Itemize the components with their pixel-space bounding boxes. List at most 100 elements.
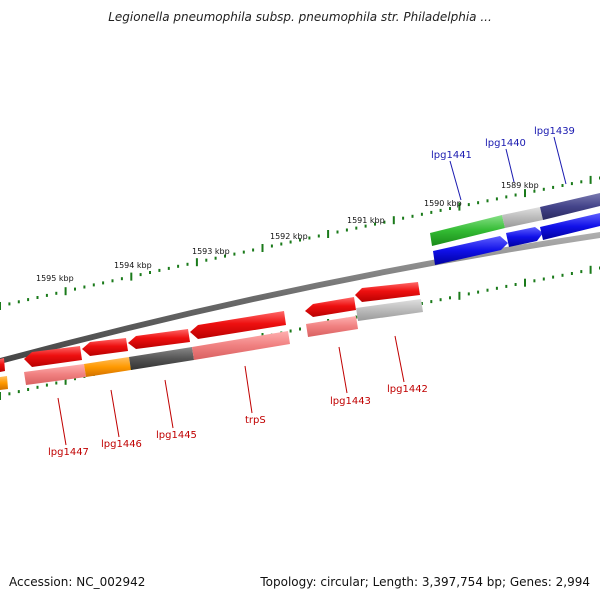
forward-scale-tick (336, 230, 339, 234)
leader-lpg1446 (110, 389, 120, 438)
reverse-scale-tick (486, 288, 489, 292)
leader-lpg1442 (394, 335, 405, 383)
forward-genes (430, 193, 600, 265)
tick-label-1592: 1592 kbp (270, 232, 308, 241)
gene-trpS[interactable] (190, 311, 286, 339)
forward-scale-tick (449, 207, 451, 210)
gene-lpg1441-lower[interactable] (433, 236, 508, 265)
gene-lpg1439[interactable] (540, 193, 600, 220)
reverse-scale-tick (17, 390, 20, 394)
reverse-scale (0, 265, 600, 400)
forward-scale-tick (252, 248, 255, 252)
label-lpg1445: lpg1445 (156, 430, 197, 441)
gene-lpg1440[interactable] (506, 227, 543, 247)
label-lpg1441: lpg1441 (431, 150, 472, 161)
gene-lpg1446[interactable] (82, 338, 128, 356)
tick-label-1595: 1595 kbp (36, 274, 74, 283)
leader-trpS (244, 365, 253, 414)
reverse-scale-tick (589, 265, 592, 274)
reverse-scale-tick (477, 290, 480, 294)
label-lpg1446: lpg1446 (101, 439, 142, 450)
forward-scale-tick (439, 208, 442, 212)
reverse-scale-tick (430, 300, 433, 304)
forward-scale-tick (83, 285, 86, 289)
reverse-scale-tick (505, 284, 508, 288)
forward-scale-tick (158, 268, 161, 272)
reverse-scale-tick (524, 278, 526, 287)
forward-scale-tick (27, 298, 30, 302)
gene-lpg1442-lower[interactable] (356, 299, 423, 321)
genome-summary-text: Topology: circular; Length: 3,397,754 bp… (260, 575, 590, 589)
label-trpS: trpS (245, 415, 266, 426)
forward-scale-tick (524, 189, 526, 198)
reverse-scale-tick (64, 376, 67, 385)
gene-lpg1442[interactable] (355, 282, 420, 302)
gene-lpg1440-segment[interactable] (502, 207, 543, 228)
tick-label-1594: 1594 kbp (114, 261, 152, 270)
forward-scale-tick (224, 254, 226, 258)
label-lpg1443: lpg1443 (330, 396, 371, 407)
gene-trpS-lower[interactable] (192, 331, 290, 360)
forward-scale-tick (317, 234, 320, 238)
forward-scale-tick (102, 281, 105, 285)
forward-scale-tick (261, 244, 264, 252)
reverse-scale-tick (0, 392, 1, 400)
tick-label-1590: 1590 kbp (424, 199, 462, 208)
forward-scale-tick (477, 201, 480, 205)
forward-scale-tick (242, 250, 245, 254)
reverse-scale-tick (449, 296, 451, 300)
forward-scale-tick (542, 187, 545, 191)
gene-lpg1445[interactable] (128, 329, 190, 349)
forward-scale-tick (92, 283, 95, 287)
forward-scale-tick (17, 300, 20, 304)
gene-lpg1446-lower[interactable] (84, 357, 131, 377)
forward-scale-tick (195, 258, 198, 267)
forward-scale-tick (345, 228, 348, 232)
leader-lpg1445 (164, 379, 174, 429)
forward-scale-tick (280, 242, 283, 246)
gene-lpg1443-lower[interactable] (306, 316, 358, 337)
forward-scale-tick (139, 273, 142, 277)
forward-scale-tick (392, 216, 395, 225)
forward-scale-tick (402, 216, 405, 220)
reverse-scale-tick (420, 302, 423, 305)
forward-scale (0, 175, 600, 310)
gene-lpg1447[interactable] (24, 346, 82, 367)
gene-partial-left[interactable] (0, 358, 5, 372)
forward-scale-tick (533, 189, 536, 193)
leader-lpg1440 (505, 148, 515, 183)
gene-lpg1439-lower[interactable] (540, 213, 600, 240)
forward-scale-tick (45, 293, 48, 297)
genome-backbone (0, 232, 600, 364)
reverse-scale-tick (289, 329, 292, 333)
forward-scale-tick (36, 296, 39, 299)
forward-scale-tick (430, 210, 433, 214)
reverse-genes (0, 282, 423, 390)
gene-lpg1441[interactable] (430, 215, 505, 246)
forward-scale-tick (299, 238, 301, 242)
gene-partial-left-lower[interactable] (0, 376, 8, 390)
gene-lpg1445-lower[interactable] (129, 347, 194, 370)
forward-scale-tick (374, 222, 376, 226)
label-leaders (57, 136, 567, 446)
forward-scale-tick (177, 264, 180, 268)
forward-scale-tick (505, 195, 508, 199)
forward-scale-tick (383, 220, 386, 224)
reverse-scale-tick (542, 277, 545, 281)
reverse-scale-tick (355, 315, 358, 319)
reverse-scale-tick (514, 283, 517, 286)
forward-scale-tick (186, 262, 189, 266)
tick-label-1591: 1591 kbp (347, 216, 385, 225)
forward-scale-tick (458, 202, 461, 211)
leader-lpg1447 (57, 397, 67, 446)
forward-scale-tick (308, 236, 311, 240)
forward-scale-tick (149, 271, 151, 274)
forward-scale-tick (120, 277, 123, 281)
forward-scale-tick (8, 302, 11, 306)
tick-label-1589: 1589 kbp (501, 181, 539, 190)
label-lpg1442: lpg1442 (387, 384, 428, 395)
gene-lpg1447-lower[interactable] (24, 364, 86, 385)
forward-scale-tick (495, 197, 498, 201)
leader-lpg1441 (449, 160, 462, 201)
gene-lpg1443[interactable] (305, 297, 356, 317)
